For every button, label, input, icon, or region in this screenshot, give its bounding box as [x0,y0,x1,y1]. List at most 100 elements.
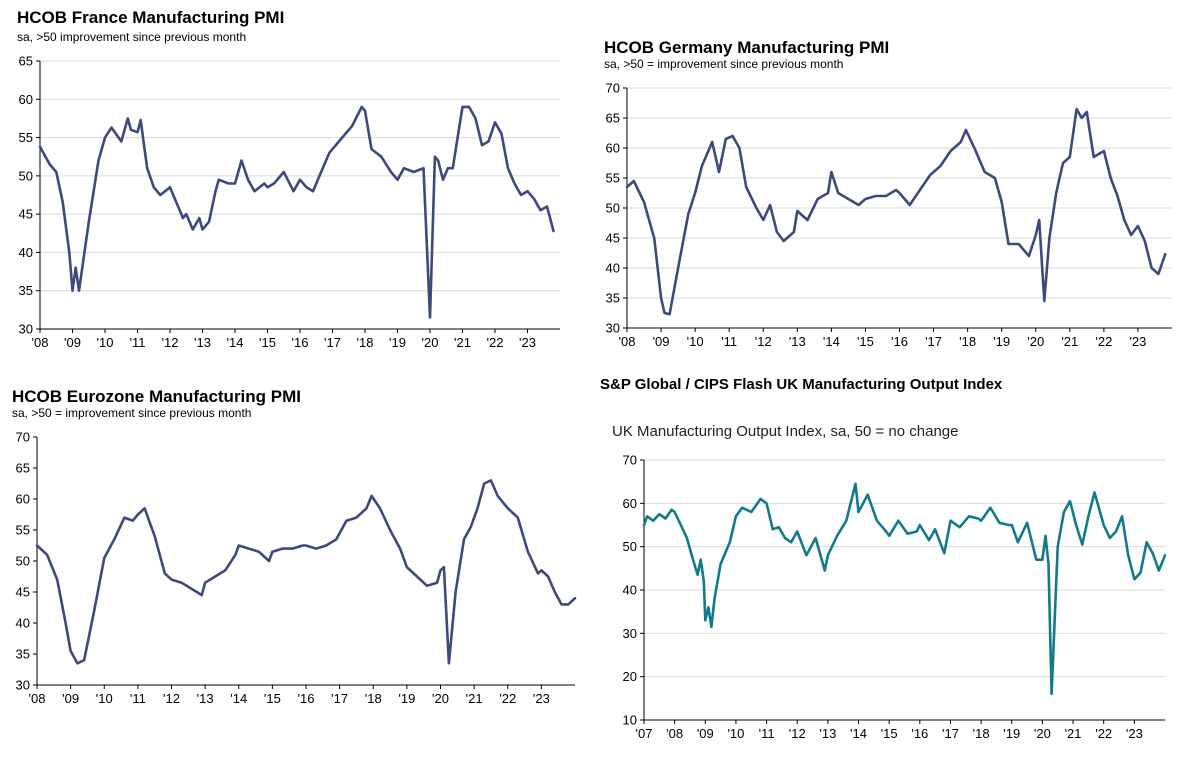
x-tick-label: '13 [819,726,836,741]
france-chart-subtitle: sa, >50 improvement since previous month [17,30,247,44]
y-tick-label: 30 [623,626,637,641]
x-tick-label: '11 [759,726,775,741]
x-tick-label: '23 [1129,334,1146,349]
x-tick-label: '09 [653,334,670,349]
y-tick-label: 60 [623,496,637,511]
x-tick-label: '13 [789,334,806,349]
eurozone-pmi-panel: HCOB Eurozone Manufacturing PMI sa, >50 … [0,370,590,766]
x-tick-label: '18 [959,334,976,349]
y-tick-label: 65 [606,111,620,126]
x-tick-label: '19 [389,335,406,350]
x-tick-label: '12 [755,334,772,349]
x-tick-label: '23 [533,691,550,706]
x-tick-label: '10 [687,334,704,349]
x-tick-label: '20 [432,691,449,706]
x-tick-label: '18 [357,335,374,350]
x-tick-label: '11 [721,334,737,349]
x-tick-label: '22 [487,335,504,350]
y-tick-label: 40 [606,261,620,276]
x-tick-label: '14 [850,726,867,741]
y-tick-label: 70 [623,453,637,468]
germany-pmi-chart: 30 35 40 45 50 55 60 65 70 '08 '09 '10 '11 '12 '13 '14 '… [606,81,1172,349]
uk-output-chart: 10 20 30 40 50 60 70 '07 '08 '09 '10 '11 '12 '13 '14 '1… [623,453,1167,741]
y-tick-label: 50 [623,539,637,554]
x-tick-label: '22 [499,691,516,706]
x-tick-label: '14 [823,334,840,349]
x-tick-label: '08 [666,726,683,741]
france-chart-title: HCOB France Manufacturing PMI [17,8,285,27]
x-tick-label: '16 [292,335,309,350]
germany-chart-title: HCOB Germany Manufacturing PMI [604,38,890,57]
series-line-1 [625,107,1167,316]
x-tick-label: '09 [64,335,81,350]
x-tick-label: '20 [422,335,439,350]
x-tick-label: '14 [227,335,244,350]
uk-output-panel: S&P Global / CIPS Flash UK Manufacturing… [590,370,1185,766]
x-tick-label: '18 [365,691,382,706]
x-tick-label: '17 [331,691,348,706]
germany-pmi-panel: HCOB Germany Manufacturing PMI sa, >50 =… [580,0,1185,370]
y-tick-label: 60 [606,141,620,156]
x-tick-label: '14 [230,691,247,706]
x-tick-label: '19 [1003,726,1020,741]
y-tick-label: 55 [606,171,620,186]
x-tick-label: '08 [32,335,49,350]
france-pmi-chart: 30 35 40 45 50 55 60 65 '08 '09 '10 '11 '12 '13 '14 '15… [19,54,560,350]
y-tick-label: 35 [19,283,33,298]
x-tick-label: '11 [130,691,146,706]
x-tick-label: '21 [1065,726,1082,741]
y-tick-label: 45 [606,231,620,246]
x-tick-label: '16 [891,334,908,349]
x-tick-label: '15 [857,334,874,349]
y-tick-label: 70 [16,430,30,445]
x-tick-label: '18 [973,726,990,741]
x-tick-label: '08 [619,334,636,349]
france-pmi-panel: HCOB France Manufacturing PMI sa, >50 im… [0,0,580,370]
x-tick-label: '10 [727,726,744,741]
x-tick-label: '12 [789,726,806,741]
x-tick-label: '13 [194,335,211,350]
x-tick-label: '07 [636,726,653,741]
y-tick-label: 60 [19,92,33,107]
y-tick-label: 10 [623,713,637,728]
x-tick-label: '09 [697,726,714,741]
y-tick-label: 55 [16,523,30,538]
y-tick-label: 45 [16,585,30,600]
x-tick-label: '15 [881,726,898,741]
y-tick-label: 45 [19,207,33,222]
y-tick-label: 30 [19,322,33,337]
y-tick-label: 60 [16,492,30,507]
x-tick-label: '21 [1061,334,1078,349]
x-tick-label: '21 [454,335,471,350]
y-tick-label: 70 [606,81,620,96]
series-line-3 [642,482,1167,696]
x-tick-label: '17 [942,726,959,741]
x-tick-label: '23 [519,335,536,350]
x-tick-label: '15 [264,691,281,706]
y-tick-label: 65 [19,54,33,69]
x-tick-label: '12 [162,335,179,350]
x-tick-label: '16 [298,691,315,706]
x-tick-label: '10 [96,691,113,706]
y-tick-label: 35 [16,647,30,662]
y-tick-label: 40 [623,583,637,598]
y-tick-label: 50 [606,201,620,216]
series-line-0 [38,105,555,319]
y-tick-label: 40 [16,616,30,631]
x-tick-label: '16 [911,726,928,741]
x-tick-label: '12 [163,691,180,706]
eurozone-chart-title: HCOB Eurozone Manufacturing PMI [12,387,301,406]
uk-chart-title: S&P Global / CIPS Flash UK Manufacturing… [600,376,1003,393]
uk-chart-subtitle: UK Manufacturing Output Index, sa, 50 = … [612,423,959,440]
x-tick-label: '17 [324,335,341,350]
x-tick-label: '10 [97,335,114,350]
x-tick-label: '09 [62,691,79,706]
x-tick-label: '19 [993,334,1010,349]
x-tick-label: '20 [1034,726,1051,741]
x-tick-label: '11 [130,335,146,350]
x-tick-label: '22 [1095,334,1112,349]
eurozone-chart-subtitle: sa, >50 = improvement since previous mon… [12,406,252,420]
y-tick-label: 30 [606,321,620,336]
y-tick-label: 50 [19,168,33,183]
eurozone-pmi-chart: 30 35 40 45 50 55 60 65 70 '08 '09 '10 '11 '12 '13 '14 '… [16,430,577,706]
